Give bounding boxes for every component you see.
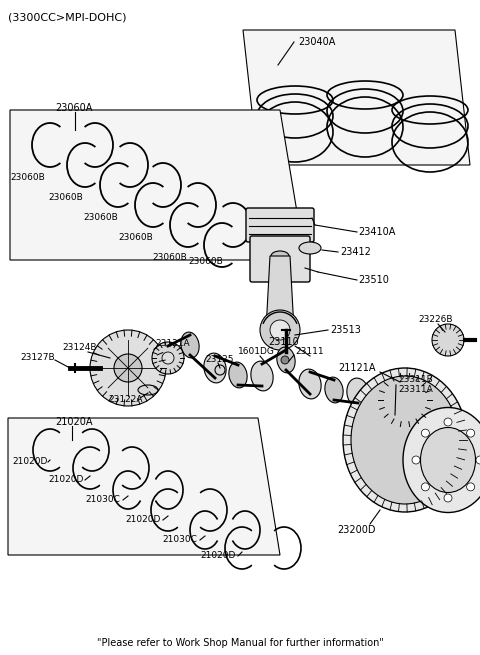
Text: 23060B: 23060B xyxy=(48,193,83,202)
Circle shape xyxy=(281,356,289,364)
Circle shape xyxy=(270,320,290,340)
Ellipse shape xyxy=(229,362,247,388)
Text: 23110: 23110 xyxy=(268,337,299,347)
Ellipse shape xyxy=(251,361,273,391)
Ellipse shape xyxy=(277,347,295,373)
Ellipse shape xyxy=(351,376,459,504)
Text: 23412: 23412 xyxy=(340,247,371,257)
Circle shape xyxy=(444,494,452,502)
Text: 23311A: 23311A xyxy=(398,386,433,394)
Text: (3300CC>MPI-DOHC): (3300CC>MPI-DOHC) xyxy=(8,13,127,23)
Ellipse shape xyxy=(204,353,226,383)
Circle shape xyxy=(377,372,433,428)
Circle shape xyxy=(393,388,417,412)
Text: 21121A: 21121A xyxy=(338,363,375,373)
Text: 21030C: 21030C xyxy=(85,495,120,504)
Text: 23060B: 23060B xyxy=(10,174,45,183)
Ellipse shape xyxy=(157,343,179,373)
Text: 21020D: 21020D xyxy=(200,552,235,561)
Text: 23200D: 23200D xyxy=(337,525,375,535)
Text: 23127B: 23127B xyxy=(20,354,55,362)
Circle shape xyxy=(393,381,399,387)
Text: 1601DG: 1601DG xyxy=(238,348,275,356)
Circle shape xyxy=(467,429,475,437)
Ellipse shape xyxy=(138,385,158,395)
Text: 23311B: 23311B xyxy=(398,375,433,384)
Text: 23226B: 23226B xyxy=(418,316,453,324)
Ellipse shape xyxy=(343,368,467,512)
Circle shape xyxy=(411,381,417,387)
Circle shape xyxy=(421,429,430,437)
Text: 23124B: 23124B xyxy=(62,343,96,352)
Text: 23060B: 23060B xyxy=(188,257,223,267)
Text: 23510: 23510 xyxy=(358,275,389,285)
Text: 21030C: 21030C xyxy=(162,536,197,544)
Ellipse shape xyxy=(420,428,476,493)
Text: 23060B: 23060B xyxy=(118,233,153,242)
Ellipse shape xyxy=(299,369,321,399)
Text: 23121A: 23121A xyxy=(155,339,190,348)
Text: 23040A: 23040A xyxy=(298,37,336,47)
Text: 23111: 23111 xyxy=(295,348,324,356)
Circle shape xyxy=(467,483,475,491)
Ellipse shape xyxy=(299,242,321,254)
Text: 23125: 23125 xyxy=(205,356,233,364)
Circle shape xyxy=(114,354,142,382)
Text: 21020D: 21020D xyxy=(48,476,84,485)
Text: 23060B: 23060B xyxy=(83,212,118,221)
Polygon shape xyxy=(10,110,305,260)
Circle shape xyxy=(90,330,166,406)
FancyBboxPatch shape xyxy=(246,208,314,242)
Text: 23060B: 23060B xyxy=(152,252,187,261)
Ellipse shape xyxy=(181,332,199,358)
Circle shape xyxy=(444,418,452,426)
Circle shape xyxy=(476,456,480,464)
Circle shape xyxy=(420,397,426,403)
Text: 21020D: 21020D xyxy=(125,515,160,525)
Text: 23060A: 23060A xyxy=(55,103,92,113)
Ellipse shape xyxy=(347,378,369,408)
Polygon shape xyxy=(243,30,470,165)
Ellipse shape xyxy=(403,407,480,512)
Ellipse shape xyxy=(325,377,343,403)
Text: 21020D: 21020D xyxy=(12,457,48,466)
Text: 23122A: 23122A xyxy=(108,396,143,405)
Circle shape xyxy=(162,352,174,364)
FancyBboxPatch shape xyxy=(250,236,310,282)
Circle shape xyxy=(411,413,417,419)
Text: "Please refer to Work Shop Manual for further information": "Please refer to Work Shop Manual for fu… xyxy=(96,638,384,648)
Circle shape xyxy=(260,310,300,350)
Circle shape xyxy=(393,413,399,419)
Circle shape xyxy=(384,397,390,403)
Text: 23410A: 23410A xyxy=(358,227,396,237)
Circle shape xyxy=(152,342,184,374)
Bar xyxy=(452,420,460,510)
Ellipse shape xyxy=(271,251,289,261)
Polygon shape xyxy=(8,418,280,555)
Text: 21020A: 21020A xyxy=(55,417,93,427)
Circle shape xyxy=(421,483,430,491)
Circle shape xyxy=(432,324,464,356)
Polygon shape xyxy=(266,256,294,330)
Circle shape xyxy=(215,365,225,375)
Circle shape xyxy=(412,456,420,464)
Bar xyxy=(440,420,448,510)
Text: 23513: 23513 xyxy=(330,325,361,335)
Ellipse shape xyxy=(394,385,416,415)
